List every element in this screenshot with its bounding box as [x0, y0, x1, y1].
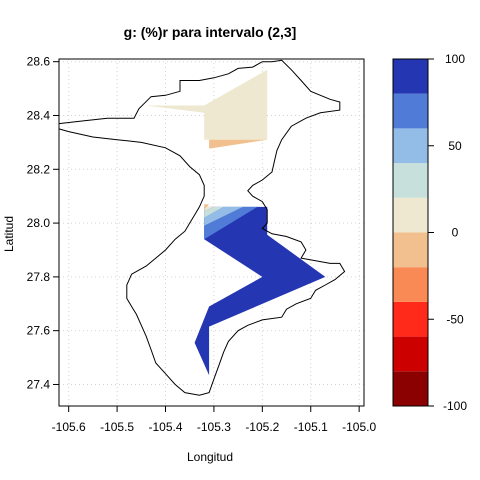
x-tick-label: -105.5 — [100, 420, 134, 434]
x-tick-label: -105.6 — [52, 420, 86, 434]
y-axis-title: Latitud — [2, 216, 16, 252]
region-south-orange — [204, 204, 210, 210]
colorbar-bin — [393, 232, 428, 268]
region-south-cream — [204, 206, 214, 211]
y-tick-label: 27.4 — [27, 377, 51, 391]
x-tick-label: -105.1 — [294, 420, 328, 434]
colorbar-tick-label: -50 — [446, 312, 464, 326]
y-tick-label: 28.4 — [27, 108, 51, 122]
region-south-teal — [204, 206, 224, 218]
colorbar-tick-label: 50 — [448, 139, 462, 153]
x-tick-label: -105.0 — [342, 420, 376, 434]
colorbar-tick-label: 0 — [452, 226, 459, 240]
x-tick-label: -105.2 — [245, 420, 279, 434]
region-south-blue — [194, 206, 326, 376]
y-tick-label: 28.2 — [27, 162, 51, 176]
x-axis-title: Longitud — [187, 450, 233, 464]
colorbar-bin — [393, 371, 428, 406]
region-north-cream — [146, 69, 268, 140]
region-south-light-blue — [204, 206, 258, 240]
colorbar-tick-label: -100 — [443, 399, 467, 413]
colorbar-tick-label: 100 — [445, 52, 465, 66]
colorbar-bin — [393, 59, 428, 94]
y-tick-label: 27.6 — [27, 324, 51, 338]
region-north-orange — [209, 139, 268, 149]
colorbar-bin — [393, 163, 428, 198]
plot-frame — [58, 58, 365, 407]
y-tick-label: 28.0 — [27, 216, 51, 230]
plot-area: -105.6 -105.5 -105.4 -105.3 -105.2 -105.1 -105… — [27, 55, 377, 434]
colorbar: -100 -50 0 50 100 — [392, 52, 467, 413]
colorbar-bin — [393, 197, 428, 233]
y-tick-label: 28.6 — [27, 55, 51, 69]
region-boundary — [58, 59, 346, 396]
x-tick-label: -105.3 — [197, 420, 231, 434]
y-tick-label: 27.8 — [27, 270, 51, 284]
x-tick-label: -105.4 — [148, 420, 182, 434]
colorbar-bin — [393, 336, 428, 372]
colorbar-bin — [393, 128, 428, 164]
colorbar-bin — [393, 301, 428, 337]
colorbar-bin — [393, 93, 428, 129]
region-south-sky — [204, 206, 243, 226]
colorbar-bin — [393, 267, 428, 302]
chart-title: g: (%)r para intervalo (2,3] — [124, 24, 297, 40]
